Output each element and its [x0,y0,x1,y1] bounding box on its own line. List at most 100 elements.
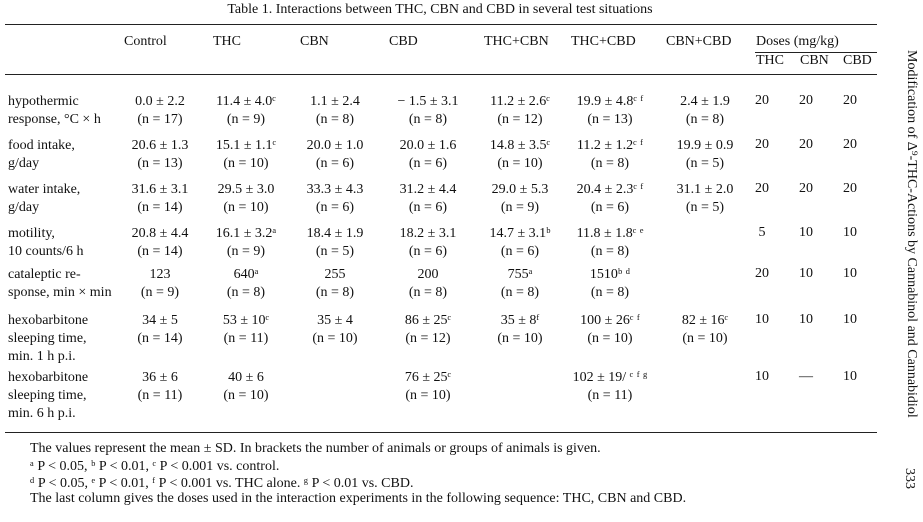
table-cell-value: 14.8 ± 3.5ᶜ [489,138,551,153]
table-cell-n: (n = 14) [137,200,183,215]
dose-col-cbn: CBN [800,53,829,68]
table-cell-value: 35 ± 4 [317,313,353,328]
table-cell-n: (n = 8) [315,285,355,300]
col-header-cbn-cbd: CBN+CBD [666,34,732,49]
row-label: water intake, g/day [8,182,81,215]
table-cell-n: (n = 13) [587,112,633,127]
table-cell-value: 18.2 ± 3.1 [399,226,457,241]
table-cell-dose: 20 [843,93,857,108]
table-cell-n: (n = 10) [312,331,358,346]
table-cell-dose: 20 [755,93,769,108]
table-cell-dose: 10 [755,312,769,327]
table-cell-n: (n = 17) [137,112,183,127]
table-cell-dose: 20 [755,181,769,196]
table-cell-n: (n = 14) [137,244,183,259]
table-cell-n: (n = 5) [685,200,725,215]
footnote-3: ᵈ P < 0.05, ᵉ P < 0.01, ᶠ P < 0.001 vs. … [30,476,414,491]
row-label: hexobarbitone sleeping time, min. 1 h p.… [8,313,89,364]
table-cell-value: 0.0 ± 2.2 [135,94,185,109]
table-cell-value: 755ᵃ [507,267,533,282]
table-cell-value: 19.9 ± 4.8ᶜ ᶠ [576,94,644,109]
footnote-2: ᵃ P < 0.05, ᵇ P < 0.01, ᶜ P < 0.001 vs. … [30,459,280,474]
table-cell-n: (n = 10) [405,388,451,403]
table-cell-dose: 20 [799,93,813,108]
table-cell-n: (n = 10) [587,331,633,346]
table-cell-n: (n = 8) [685,112,725,127]
table-cell-value: 11.8 ± 1.8ᶜ ᵉ [576,226,644,241]
table-cell-n: (n = 6) [408,200,448,215]
table-cell-dose: 10 [843,225,857,240]
table-cell-value: 20.8 ± 4.4 [131,226,189,241]
table-cell-value: 16.1 ± 3.2ᵃ [215,226,277,241]
table-cell-n: (n = 8) [408,285,448,300]
table-cell-dose: 20 [799,181,813,196]
col-header-control: Control [124,34,167,49]
table-cell-value: 36 ± 6 [142,370,178,385]
table-cell-value: 86 ± 25ᶜ [404,313,452,328]
table-cell-value: 31.2 ± 4.4 [399,182,457,197]
table-cell-dose: 10 [843,369,857,384]
table-cell-value: 1.1 ± 2.4 [310,94,360,109]
table-cell-n: (n = 9) [226,112,266,127]
col-header-cbn: CBN [300,34,329,49]
table-caption: Table 1. Interactions between THC, CBN a… [227,2,653,17]
running-head: Modification of Δ⁹-THC-Actions by Cannab… [893,50,921,430]
table-cell-value: 18.4 ± 1.9 [306,226,364,241]
table-cell-n: (n = 10) [223,388,269,403]
table-cell-dose: 10 [843,312,857,327]
table-cell-n: (n = 14) [137,331,183,346]
table-cell-n: (n = 11) [587,388,633,403]
table-cell-value: 102 ± 19/ ᶜ ᶠ ᵍ [572,370,648,385]
table-cell-dose: — [799,369,813,384]
table-cell-value: 200 [417,267,439,282]
table-cell-value: 100 ± 26ᶜ ᶠ [580,313,640,328]
table-cell-n: (n = 10) [223,156,269,171]
table-cell-n: (n = 10) [497,331,543,346]
table-cell-dose: 20 [799,137,813,152]
table-cell-value: 255 [324,267,346,282]
table-cell-dose: 10 [843,266,857,281]
header-rule [5,74,877,75]
table-cell-n: (n = 8) [590,285,630,300]
table-cell-n: (n = 10) [682,331,728,346]
table-cell-value: 35 ± 8ᶠ [500,313,540,328]
running-head-text: Modification of Δ⁹-THC-Actions by Cannab… [904,50,919,418]
table-cell-n: (n = 8) [590,244,630,259]
col-header-thc-cbn: THC+CBN [484,34,549,49]
table-cell-value: 11.4 ± 4.0ᶜ [216,94,276,109]
table-cell-dose: 20 [755,266,769,281]
table-cell-value: 15.1 ± 1.1ᶜ [215,138,277,153]
col-header-cbd: CBD [389,34,418,49]
page-number-text: 333 [902,468,917,489]
table-cell-n: (n = 12) [497,112,543,127]
table-cell-n: (n = 8) [590,156,630,171]
table-cell-value: 640ᵃ [233,267,259,282]
table-cell-n: (n = 8) [315,112,355,127]
top-rule [5,24,877,25]
table-cell-n: (n = 6) [315,156,355,171]
row-label: motility, 10 counts/6 h [8,226,84,259]
table-cell-value: 14.7 ± 3.1ᵇ [489,226,551,241]
table-cell-n: (n = 13) [137,156,183,171]
row-label: cataleptic re- sponse, min × min [8,267,112,300]
table-cell-dose: 10 [755,369,769,384]
table-cell-value: 31.1 ± 2.0 [676,182,734,197]
table-cell-value: 82 ± 16ᶜ [681,313,729,328]
table-cell-n: (n = 11) [223,331,269,346]
table-cell-value: 20.4 ± 2.3ᶜ ᶠ [576,182,644,197]
table-cell-n: (n = 8) [500,285,540,300]
dose-col-thc: THC [756,53,784,68]
table-cell-n: (n = 8) [408,112,448,127]
table-cell-value: 2.4 ± 1.9 [680,94,730,109]
row-label: food intake, g/day [8,138,75,171]
table-cell-n: (n = 9) [140,285,180,300]
table-cell-value: 20.0 ± 1.0 [306,138,364,153]
table-cell-n: (n = 11) [137,388,183,403]
table-cell-n: (n = 12) [405,331,451,346]
footnote-4: The last column gives the doses used in … [30,491,687,506]
table-cell-value: 123 [149,267,171,282]
table-cell-n: (n = 6) [408,244,448,259]
row-label: hexobarbitone sleeping time, min. 6 h p.… [8,370,89,421]
table-cell-dose: 20 [843,181,857,196]
bottom-rule [5,432,877,433]
